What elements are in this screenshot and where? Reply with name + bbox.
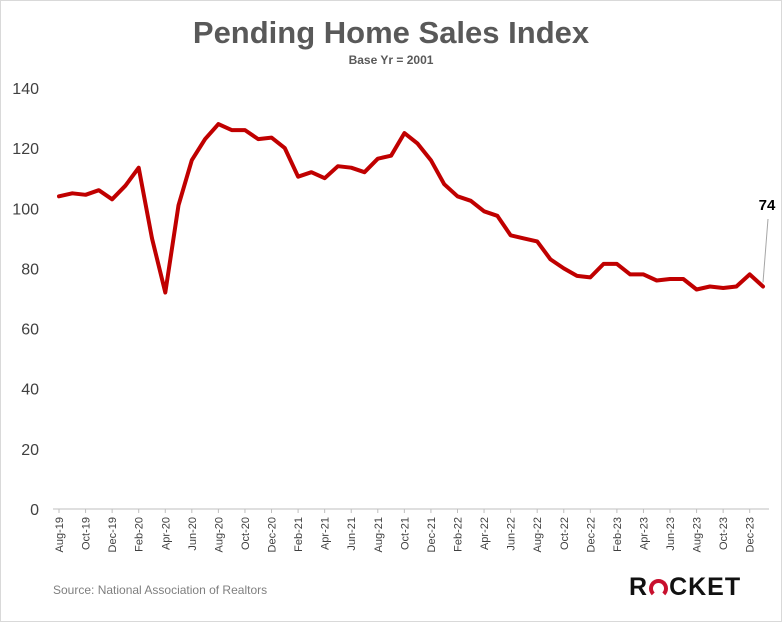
y-axis: 0 20 40 60 80 100 120 140 bbox=[12, 81, 39, 519]
x-tick-label: Apr-20 bbox=[160, 517, 172, 550]
chart-subtitle: Base Yr = 2001 bbox=[348, 53, 434, 67]
o-arc-icon bbox=[649, 579, 669, 598]
x-tick-label: Apr-23 bbox=[638, 517, 650, 550]
annotation-leader-line bbox=[762, 218, 769, 283]
x-tick-label: Feb-23 bbox=[612, 517, 624, 552]
x-tick-label: Jun-22 bbox=[506, 517, 518, 551]
x-tick-label: Jun-23 bbox=[665, 517, 677, 551]
x-tick-label: Oct-21 bbox=[399, 517, 411, 550]
y-tick-label: 40 bbox=[21, 382, 39, 399]
x-tick-label: Feb-21 bbox=[293, 517, 305, 552]
x-tick-label: Dec-19 bbox=[107, 517, 119, 552]
x-tick-label: Aug-22 bbox=[532, 517, 544, 552]
x-axis: Aug-19 Oct-19 Dec-19 Feb-20 Apr-20 Jun-20 Aug-… bbox=[54, 509, 757, 552]
logo-text-start: R bbox=[629, 573, 649, 601]
x-tick-label: Oct-20 bbox=[240, 517, 252, 550]
x-tick-label: Feb-20 bbox=[134, 517, 146, 552]
x-tick-label: Aug-19 bbox=[54, 517, 66, 552]
logo-text-end: CKET bbox=[669, 573, 742, 601]
x-tick-label: Apr-21 bbox=[320, 517, 332, 550]
y-tick-label: 60 bbox=[21, 322, 39, 339]
x-tick-label: Apr-22 bbox=[479, 517, 491, 550]
x-tick-label: Oct-22 bbox=[559, 517, 571, 550]
y-tick-label: 100 bbox=[12, 201, 39, 218]
source-note: Source: National Association of Realtors bbox=[53, 583, 268, 597]
x-tick-label: Aug-21 bbox=[373, 517, 385, 552]
x-tick-label: Aug-20 bbox=[213, 517, 225, 552]
x-tick-label: Dec-20 bbox=[267, 517, 279, 552]
x-tick-label: Jun-21 bbox=[346, 517, 358, 551]
x-tick-label: Dec-23 bbox=[745, 517, 757, 552]
x-tick-label: Dec-21 bbox=[426, 517, 438, 552]
x-tick-label: Aug-23 bbox=[692, 517, 704, 552]
x-tick-label: Dec-22 bbox=[585, 517, 597, 552]
y-tick-label: 20 bbox=[21, 442, 39, 459]
y-tick-label: 0 bbox=[30, 502, 39, 519]
x-tick-label: Jun-20 bbox=[187, 517, 199, 551]
y-tick-label: 140 bbox=[12, 81, 39, 98]
x-tick-label: Oct-19 bbox=[81, 517, 93, 550]
x-tick-label: Feb-22 bbox=[452, 517, 464, 552]
rocket-logo: R CKET bbox=[629, 573, 741, 602]
series-line-pending-home-sales bbox=[57, 122, 765, 295]
y-tick-label: 120 bbox=[12, 141, 39, 158]
annotation-label: 74 bbox=[759, 197, 776, 214]
chart-title: Pending Home Sales Index bbox=[192, 15, 590, 50]
y-tick-label: 80 bbox=[21, 261, 39, 278]
x-tick-label: Oct-23 bbox=[718, 517, 730, 550]
